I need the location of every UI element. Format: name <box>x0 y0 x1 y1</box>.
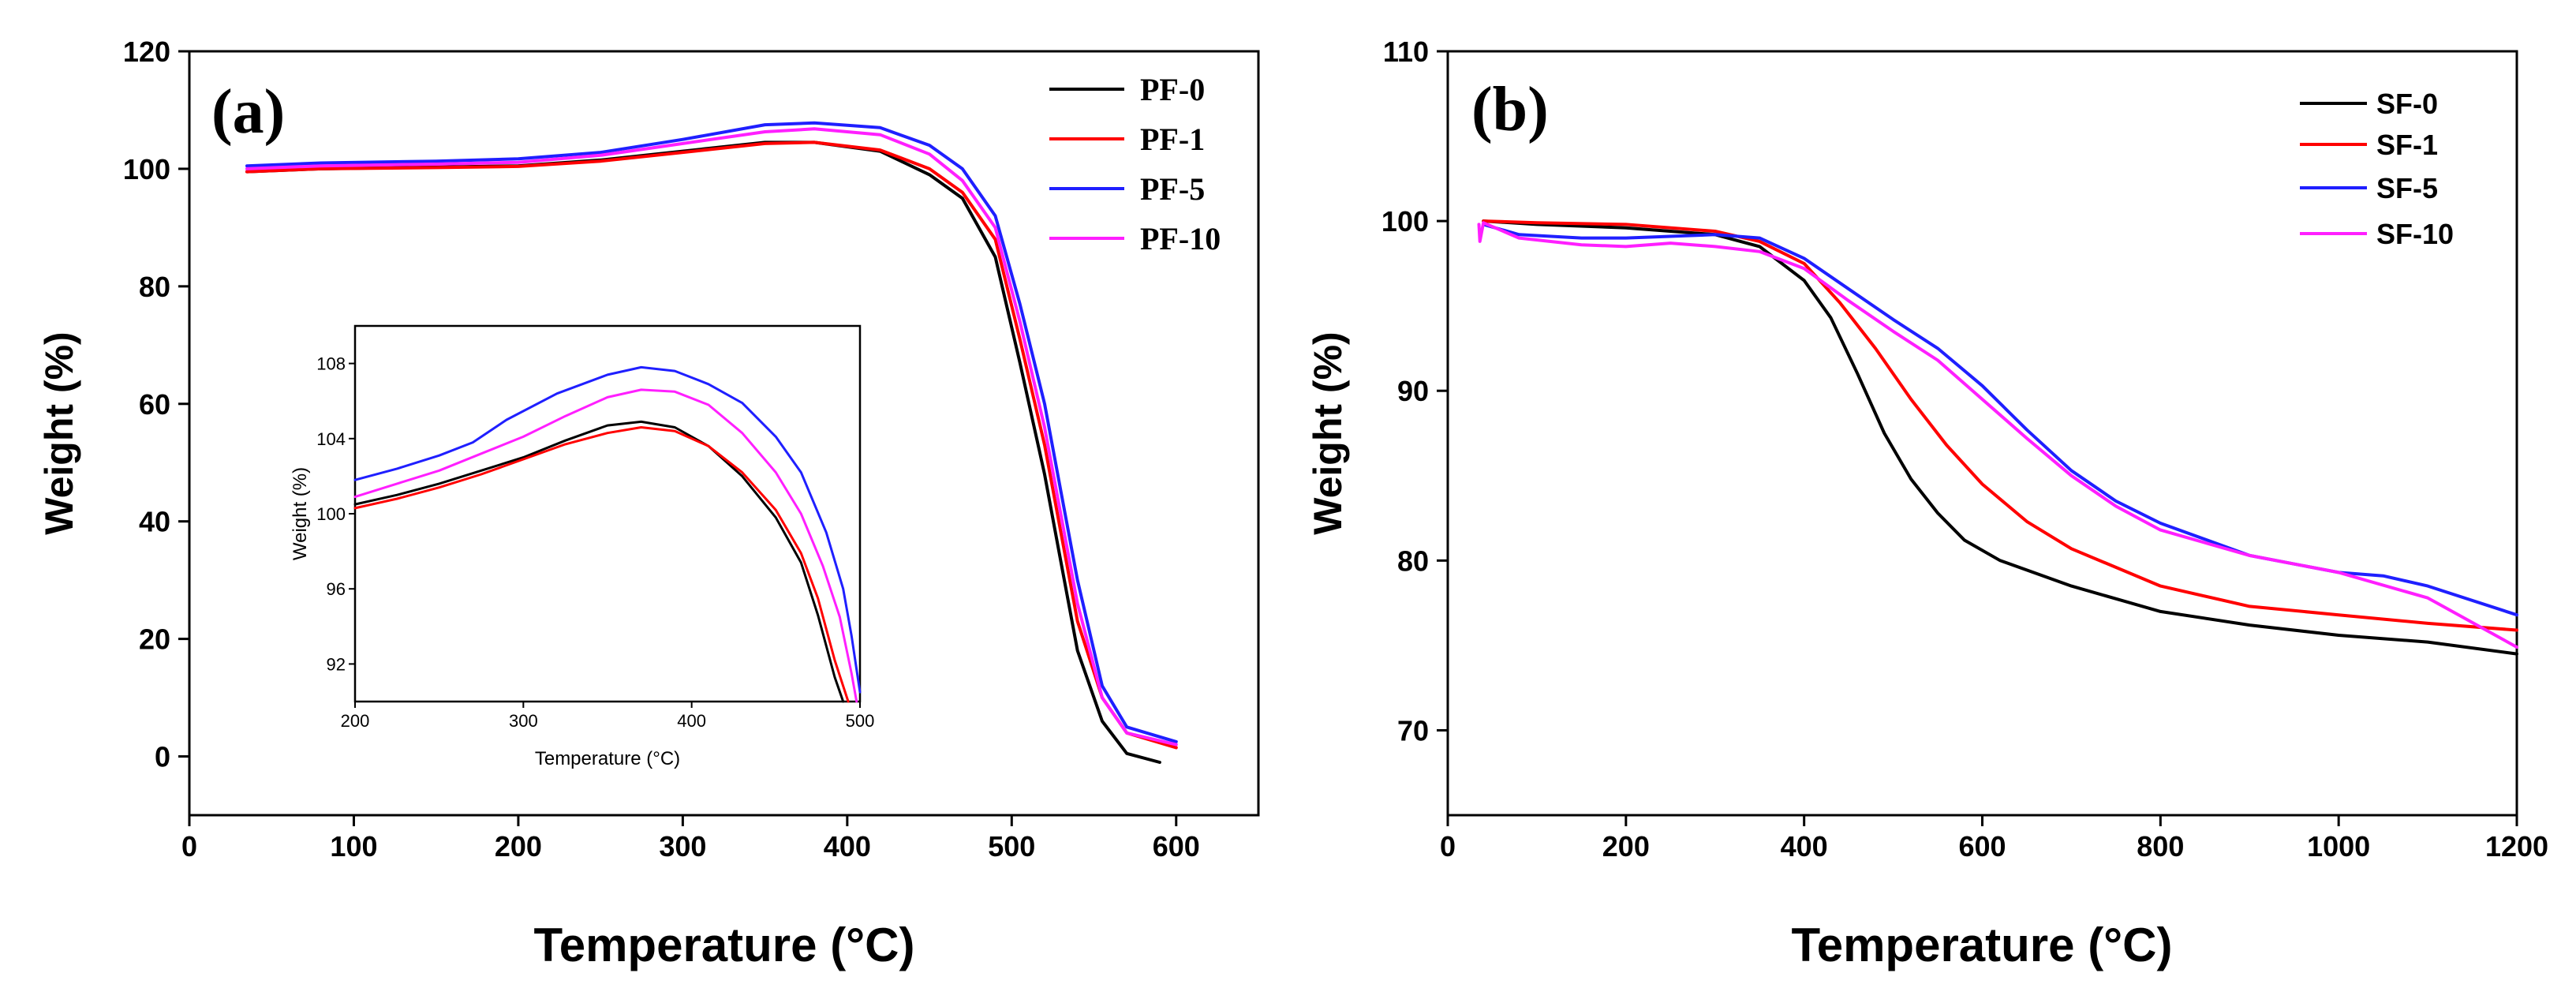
panel-a-y-tick-label-60: 60 <box>139 388 170 421</box>
inset-y-tick-label-92: 92 <box>327 654 346 674</box>
panel-a-series-pf-1 <box>245 140 1178 750</box>
panel-b-x-tick-label-0: 0 <box>1440 830 1456 863</box>
panel-b-frame <box>1446 50 2518 817</box>
panel-b-legend: SF-0 SF-1 SF-5 SF-10 <box>2300 88 2454 250</box>
panel-a-x-tick-label-600: 600 <box>1153 830 1200 863</box>
legend-label-sf-1: SF-1 <box>2376 129 2438 161</box>
inset-y-axis-title: Weight (%) <box>290 467 311 560</box>
panel-b-x-tick-label-800: 800 <box>2137 830 2184 863</box>
panel-a-x-tick-label-0: 0 <box>181 830 197 863</box>
panel-b-series-group <box>1477 219 2518 656</box>
inset-series-pf-10 <box>353 388 858 703</box>
panel-b-y-tick-label-100: 100 <box>1381 205 1429 238</box>
panel-b-series-sf-5 <box>1482 223 2518 617</box>
inset-axis-ticks: 200 300 400 500 92 96 100 104 108 <box>316 354 874 731</box>
panel-a-x-tick-label-500: 500 <box>988 830 1035 863</box>
inset-x-axis-title: Temperature (°C) <box>535 748 680 769</box>
legend-label-pf-1: PF-1 <box>1140 122 1205 157</box>
panel-a-axis-ticks: 0 100 200 300 400 500 600 0 20 40 60 80 100 120 <box>123 36 1200 863</box>
panel-b-series-sf-0 <box>1482 219 2518 656</box>
panel-b: 0 200 400 600 800 1000 1200 70 80 90 100 110 (b) Te… <box>1306 36 2548 971</box>
panel-b-y-tick-label-70: 70 <box>1397 714 1429 747</box>
panel-b-label: (b) <box>1471 75 1549 144</box>
panel-a-y-tick-label-80: 80 <box>139 271 170 303</box>
panel-a-x-tick-label-400: 400 <box>824 830 871 863</box>
inset-series-pf-5 <box>353 365 862 694</box>
inset-y-tick-label-104: 104 <box>316 429 346 449</box>
panel-a-x-tick-label-100: 100 <box>330 830 377 863</box>
inset-y-tick-label-100: 100 <box>316 504 346 524</box>
legend-label-sf-0: SF-0 <box>2376 88 2438 120</box>
panel-a-y-tick-label-20: 20 <box>139 623 170 656</box>
inset-y-tick-label-96: 96 <box>327 579 346 599</box>
panel-a-y-tick-label-100: 100 <box>123 153 170 185</box>
inset-x-tick-label-400: 400 <box>677 711 706 731</box>
panel-a-frame <box>188 50 1260 817</box>
panel-b-y-axis-title: Weight (%) <box>1306 331 1350 534</box>
panel-a-label: (a) <box>211 77 285 147</box>
panel-b-series-sf-10 <box>1477 221 2518 649</box>
panel-b-series-sf-1 <box>1482 219 2518 632</box>
panel-b-x-tick-label-200: 200 <box>1602 830 1650 863</box>
legend-label-sf-10: SF-10 <box>2376 218 2454 250</box>
panel-a-y-tick-label-120: 120 <box>123 36 170 68</box>
panel-b-x-tick-label-400: 400 <box>1781 830 1828 863</box>
inset-y-tick-label-108: 108 <box>316 354 346 374</box>
inset-series-pf-0 <box>353 420 845 703</box>
panel-a: 0 100 200 300 400 500 600 0 20 40 60 80 100 120 (a) T… <box>37 36 1260 971</box>
panel-a-series-pf-5 <box>245 121 1178 743</box>
panel-b-y-tick-label-80: 80 <box>1397 545 1429 577</box>
panel-a-inset: 200 300 400 500 92 96 100 104 108 Temperature (°… <box>290 324 874 769</box>
inset-x-tick-label-300: 300 <box>509 711 538 731</box>
inset-frame <box>353 324 862 703</box>
panel-a-x-tick-label-300: 300 <box>659 830 706 863</box>
legend-label-pf-5: PF-5 <box>1140 171 1205 207</box>
inset-x-tick-label-500: 500 <box>846 711 875 731</box>
panel-b-x-axis-title: Temperature (°C) <box>1792 919 2173 971</box>
panel-a-x-tick-label-200: 200 <box>495 830 542 863</box>
inset-series-pf-1 <box>353 426 850 703</box>
legend-label-pf-10: PF-10 <box>1140 221 1221 256</box>
panel-b-x-tick-label-600: 600 <box>1958 830 2006 863</box>
inset-x-tick-label-200: 200 <box>341 711 370 731</box>
panel-b-y-tick-label-110: 110 <box>1383 36 1429 68</box>
inset-series-group <box>353 365 862 703</box>
panel-a-legend: PF-0 PF-1 PF-5 PF-10 <box>1049 72 1221 256</box>
panel-b-x-tick-label-1200: 1200 <box>2485 830 2548 863</box>
panel-a-x-axis-title: Temperature (°C) <box>534 919 915 971</box>
panel-a-y-tick-label-40: 40 <box>139 506 170 538</box>
legend-label-sf-5: SF-5 <box>2376 172 2438 204</box>
panel-a-y-axis-title: Weight (%) <box>37 331 81 534</box>
panel-a-y-tick-label-0: 0 <box>155 741 170 773</box>
panel-b-x-tick-label-1000: 1000 <box>2307 830 2370 863</box>
panel-a-series-pf-10 <box>245 127 1178 747</box>
panel-b-axis-ticks: 0 200 400 600 800 1000 1200 70 80 90 100 110 <box>1381 36 2548 863</box>
panel-a-series-group <box>245 121 1178 764</box>
panel-b-y-tick-label-90: 90 <box>1397 375 1429 407</box>
legend-label-pf-0: PF-0 <box>1140 72 1205 107</box>
